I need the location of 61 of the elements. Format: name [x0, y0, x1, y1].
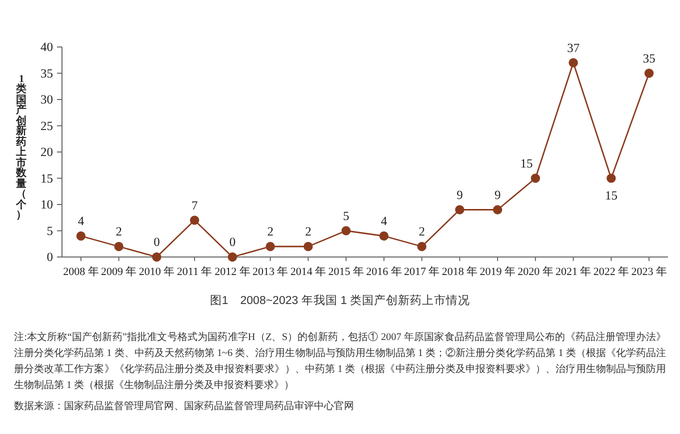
- x-tick-label: 2018 年: [442, 266, 478, 278]
- data-label: 2: [305, 224, 312, 238]
- annotation: 数据来源：国家药品监督管理局官网、国家药品监督管理局药品审评中心官网: [14, 400, 355, 414]
- data-label: 0: [229, 235, 236, 249]
- y-tick-label: 35: [40, 66, 53, 80]
- data-label: 2: [267, 224, 274, 238]
- data-label: 15: [604, 188, 618, 202]
- y-tick-label: 25: [40, 118, 53, 133]
- point: [455, 205, 464, 214]
- point: [114, 242, 124, 252]
- point: [152, 252, 162, 262]
- point: [417, 242, 426, 252]
- y-tick-label: 20: [40, 145, 53, 159]
- data-label: 2: [418, 224, 425, 238]
- point: [530, 174, 540, 183]
- y-tick-label: 0: [46, 250, 53, 264]
- x-tick-label: 2016 年: [366, 266, 402, 278]
- point: [266, 242, 275, 252]
- data-label: 37: [567, 40, 580, 55]
- data-label: 4: [78, 214, 85, 228]
- data-label: 9: [456, 188, 463, 202]
- x-tick-label: 2012 年: [214, 266, 250, 278]
- y-tick-label: 10: [40, 198, 53, 212]
- annotation: 注:本文所称“国产创新药”指批准文号格式为国药准字H（Z、S）的创新药，包括① 2007 年原国家食品药品监督管理局公布的《药品注册管理办法》注册分类化学药品第 1 类、中药及天然药物第 1~6 类、治疗用生物制品与预防用生物制品第 1 类；②新注册分类化学药品第 1 类（根据《化学药品注册分类改革工作方案》《化学药品注册分类及申报资料要求》）、中药第 1 类（根据《中药注册分类及申报资料要求》）、治疗用生物制品与预防用生物制品第 1 类（根据《生物制品注册分类及申报资料要求》）: [14, 330, 666, 393]
- point: [76, 231, 86, 241]
- x-tick-label: 2013 年: [252, 266, 288, 278]
- point: [568, 58, 578, 68]
- data-label: 35: [642, 51, 656, 66]
- point: [228, 252, 238, 262]
- x-tick-label: 2021 年: [555, 266, 592, 278]
- x-tick-label: 2017 年: [404, 266, 440, 278]
- y-tick-label: 30: [40, 92, 53, 106]
- y-tick-label: 40: [40, 40, 53, 54]
- data-label: 2: [116, 224, 122, 238]
- x-tick-label: 2010 年: [138, 266, 175, 278]
- x-tick-label: 2020 年: [518, 266, 554, 278]
- data-label: 15: [520, 156, 533, 170]
- x-tick-label: 2019 年: [480, 266, 516, 278]
- point: [341, 226, 351, 236]
- point: [304, 242, 313, 252]
- point: [190, 216, 200, 225]
- data-label: 7: [191, 198, 198, 212]
- point: [644, 68, 654, 78]
- x-tick-label: 2023 年: [631, 266, 667, 278]
- data-label: 9: [494, 188, 501, 202]
- x-tick-label: 2022 年: [593, 266, 630, 278]
- y-tick-label: 15: [40, 171, 53, 186]
- point: [379, 231, 389, 241]
- y-axis-title: 1类国产创新药上市数量（个）: [15, 74, 28, 222]
- data-label: 5: [342, 208, 350, 223]
- x-tick-label: 2014 年: [290, 266, 326, 278]
- data-label: 4: [380, 214, 388, 228]
- data-label: 0: [154, 235, 160, 249]
- point: [606, 174, 616, 183]
- x-tick-label: 2015 年: [328, 266, 364, 278]
- chart-title: 图1 2008~2023 年我国 1 类国产创新药上市情况: [210, 295, 470, 307]
- y-tick-label: 5: [46, 224, 53, 238]
- x-tick-label: 2008 年: [63, 266, 99, 278]
- x-tick-label: 2009 年: [100, 266, 137, 278]
- point: [492, 205, 502, 214]
- x-tick-label: 2011 年: [176, 266, 212, 278]
